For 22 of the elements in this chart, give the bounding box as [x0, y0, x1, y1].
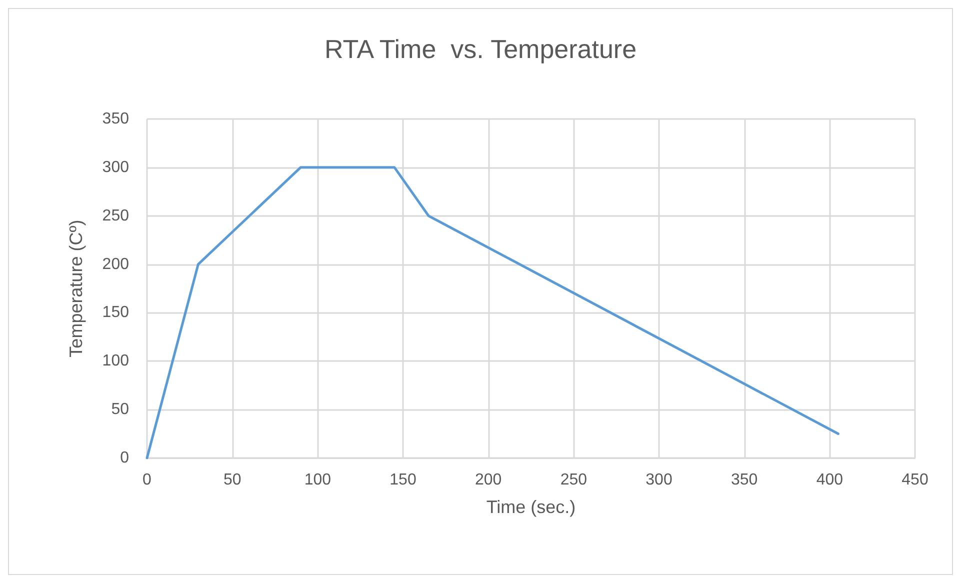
- x-tick-label: 350: [730, 472, 758, 488]
- y-tick-label: 200: [102, 256, 130, 273]
- x-tick-label: 0: [142, 472, 152, 488]
- x-tick-label: 200: [474, 472, 502, 488]
- line-series: [146, 166, 840, 460]
- y-tick-label: 150: [102, 304, 130, 322]
- chart-title: RTA Time vs. Temperature: [324, 34, 637, 64]
- y-tick-label: 250: [102, 207, 130, 224]
- x-tick-label: 400: [816, 472, 844, 488]
- x-tick-label: 50: [223, 472, 242, 488]
- x-tick-label: 250: [560, 472, 588, 488]
- y-tick-label: 0: [120, 450, 130, 466]
- x-axis-title: Time (sec.): [486, 497, 576, 517]
- x-tick-label: 300: [646, 472, 672, 488]
- y-tick-label: 300: [102, 158, 130, 176]
- x-tick-label: 450: [902, 472, 928, 488]
- y-axis-title: Temperature (Cº): [66, 220, 86, 358]
- x-tick-label: 100: [304, 472, 332, 488]
- y-tick-label: 100: [102, 352, 130, 370]
- y-tick-label: 350: [102, 110, 130, 128]
- y-tick-label: 50: [111, 401, 130, 418]
- x-tick-label: 150: [390, 472, 416, 488]
